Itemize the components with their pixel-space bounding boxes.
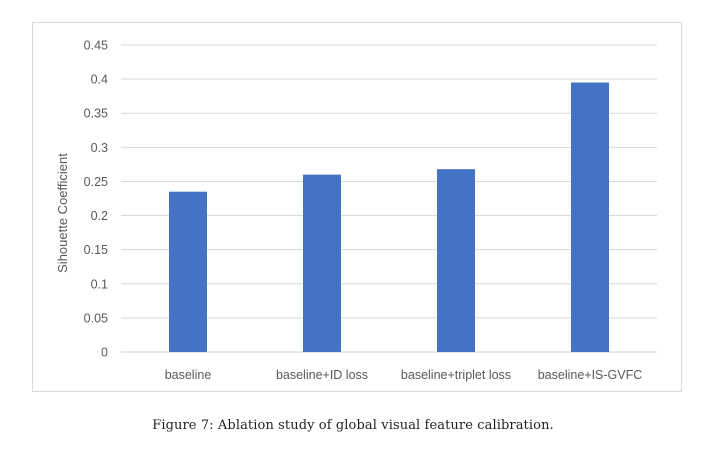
- bar-3: [437, 169, 475, 352]
- y-tick-label: 0.4: [91, 73, 108, 87]
- y-tick-label: 0.15: [84, 243, 108, 257]
- y-axis-title: Sihouette Coefficient: [55, 153, 70, 273]
- y-tick-label: 0.2: [91, 209, 108, 223]
- y-tick-label: 0: [101, 346, 108, 360]
- figure-caption: Figure 7: Ablation study of global visua…: [152, 418, 554, 433]
- y-tick-label: 0.1: [91, 277, 108, 291]
- y-tick-label: 0.3: [91, 141, 108, 155]
- bar-chart: Sihouette Coefficient 0 0.05 0.1 0.15 0.2 0.2…: [55, 39, 657, 382]
- y-tick-label: 0.05: [84, 311, 108, 325]
- x-tick-label: baseline: [165, 368, 212, 382]
- y-tick-labels: 0 0.05 0.1 0.15 0.2 0.25 0.3 0.35 0.4 0.45: [84, 39, 108, 360]
- x-tick-label: baseline+ID loss: [276, 368, 368, 382]
- bar-2: [303, 174, 341, 352]
- chart-frame: Sihouette Coefficient 0 0.05 0.1 0.15 0.2 0.2…: [32, 22, 682, 392]
- bars: [169, 82, 609, 352]
- x-tick-labels: baseline baseline+ID loss baseline+triplet…: [165, 368, 643, 382]
- bar-1: [169, 191, 207, 352]
- x-tick-label: baseline+IS-GVFC: [538, 368, 643, 382]
- y-tick-label: 0.45: [84, 39, 108, 53]
- gridlines: [121, 44, 657, 353]
- y-tick-label: 0.25: [84, 175, 108, 189]
- y-tick-label: 0.35: [84, 107, 108, 121]
- bar-4: [571, 82, 609, 352]
- x-tick-label: baseline+triplet loss: [401, 368, 511, 382]
